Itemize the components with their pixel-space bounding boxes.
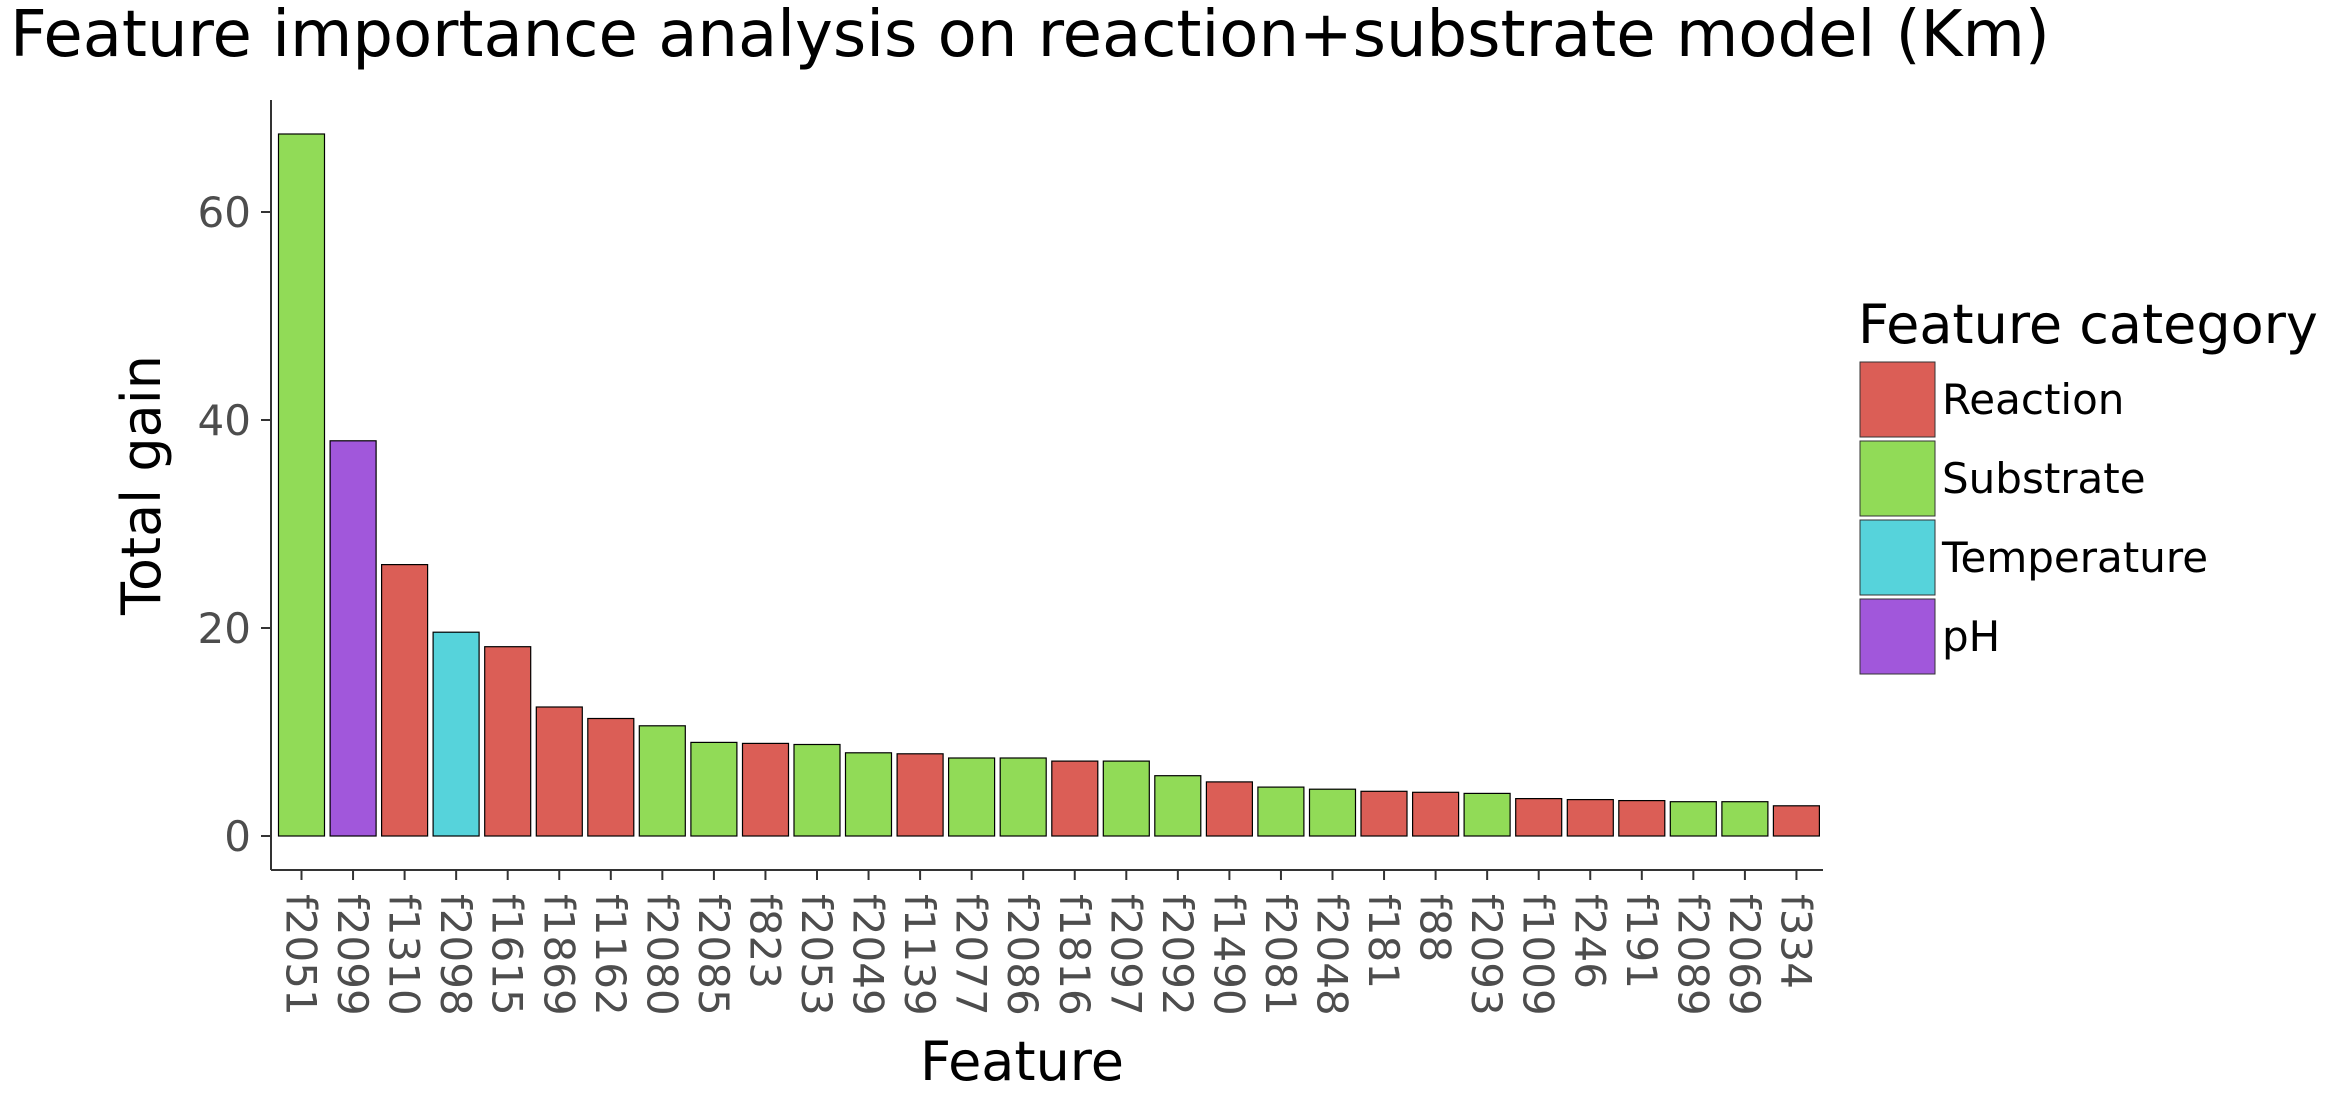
- bar-f191: [1618, 799, 1666, 837]
- bar-f2077: [947, 757, 996, 837]
- x-axis: f2051 f2099 f1310 f2098 f1615 f1869 f1162 f2080…: [271, 869, 1823, 1016]
- x-tick-label: f1162: [586, 894, 635, 1016]
- bar-f1162: [587, 717, 635, 837]
- x-tick-label: f2089: [1668, 894, 1717, 1016]
- bar-f2051: [277, 133, 326, 837]
- x-tick-label: f191: [1617, 894, 1666, 989]
- legend: Feature category Reaction Substrate Temper…: [1858, 293, 2318, 675]
- bar-f2048: [1308, 788, 1357, 837]
- bars-group: [277, 133, 1821, 837]
- x-tick-label: f2093: [1462, 894, 1511, 1016]
- x-tick-label: f2085: [689, 894, 738, 1016]
- legend-swatch-temperature: [1859, 519, 1936, 596]
- bar-f246: [1566, 798, 1614, 837]
- x-tick-label: f1139: [895, 894, 944, 1016]
- x-tick-label: f1869: [534, 894, 583, 1016]
- bar-f2089: [1669, 801, 1717, 837]
- bar-f1310: [381, 563, 429, 837]
- bar-f334: [1772, 805, 1821, 837]
- bar-f1139: [896, 753, 944, 837]
- x-tick-label: f181: [1359, 894, 1408, 989]
- bar-f2069: [1721, 801, 1769, 837]
- bar-f2099: [329, 440, 377, 837]
- bar-f181: [1360, 790, 1408, 837]
- x-tick-label: f2086: [998, 894, 1047, 1016]
- bar-f2086: [999, 757, 1047, 837]
- bar-f1009: [1515, 797, 1563, 837]
- legend-swatch-reaction: [1859, 361, 1936, 438]
- bar-f2092: [1154, 775, 1202, 837]
- legend-label-temperature: Temperature: [1941, 533, 2208, 582]
- x-axis-title: Feature: [920, 1030, 1124, 1093]
- x-tick-label: f2099: [328, 894, 377, 1016]
- y-axis-title: Total gain: [110, 355, 173, 616]
- legend-title: Feature category: [1858, 293, 2318, 356]
- y-tick-label: 60: [198, 188, 251, 237]
- bar-f2080: [638, 725, 686, 837]
- x-tick-label: f2069: [1720, 894, 1769, 1016]
- bar-f2053: [793, 743, 841, 837]
- x-tick-label: f88: [1411, 894, 1460, 962]
- x-tick-label: f2053: [792, 894, 841, 1016]
- x-tick-label: f2077: [947, 894, 996, 1016]
- bar-f88: [1411, 791, 1460, 837]
- x-tick-label: f1490: [1204, 894, 1253, 1016]
- x-tick-label: f2098: [431, 894, 480, 1016]
- x-tick-label: f1615: [483, 894, 532, 1016]
- legend-swatch-ph: [1859, 598, 1936, 675]
- x-tick-label: f1009: [1514, 894, 1563, 1016]
- legend-label-reaction: Reaction: [1942, 375, 2124, 424]
- bar-f823: [741, 742, 790, 837]
- y-tick-label: 40: [198, 396, 251, 445]
- x-tick-label: f2051: [277, 894, 326, 1016]
- chart-title: Feature importance analysis on reaction+…: [10, 0, 2050, 72]
- legend-label-ph: pH: [1942, 612, 2000, 661]
- bar-f1816: [1051, 760, 1099, 837]
- bar-f2085: [690, 741, 738, 837]
- x-tick-label: f2080: [637, 894, 686, 1016]
- x-tick-label: f246: [1565, 894, 1614, 989]
- bar-f2049: [844, 752, 893, 837]
- bar-f1490: [1205, 781, 1254, 837]
- x-tick-label: f2081: [1256, 894, 1305, 1016]
- x-tick-label: f823: [741, 894, 790, 989]
- x-tick-label: f334: [1771, 894, 1820, 989]
- x-tick-label: f2092: [1153, 894, 1202, 1016]
- bar-f2093: [1463, 792, 1511, 837]
- x-tick-label: f1310: [380, 894, 429, 1016]
- bar-f1615: [484, 646, 532, 837]
- bar-f2098: [432, 631, 480, 837]
- x-tick-label: f2049: [844, 894, 893, 1016]
- bar-f2081: [1257, 786, 1305, 837]
- x-tick-label: f2097: [1101, 894, 1150, 1016]
- y-tick-label: 0: [224, 812, 251, 861]
- y-axis: 0 20 40 60: [198, 100, 272, 870]
- bar-f2097: [1102, 760, 1150, 837]
- legend-swatch-substrate: [1859, 440, 1936, 517]
- bar-f1869: [535, 706, 583, 837]
- legend-label-substrate: Substrate: [1942, 454, 2146, 503]
- y-tick-label: 20: [198, 604, 251, 653]
- x-tick-label: f2048: [1308, 894, 1357, 1016]
- x-tick-label: f1816: [1050, 894, 1099, 1016]
